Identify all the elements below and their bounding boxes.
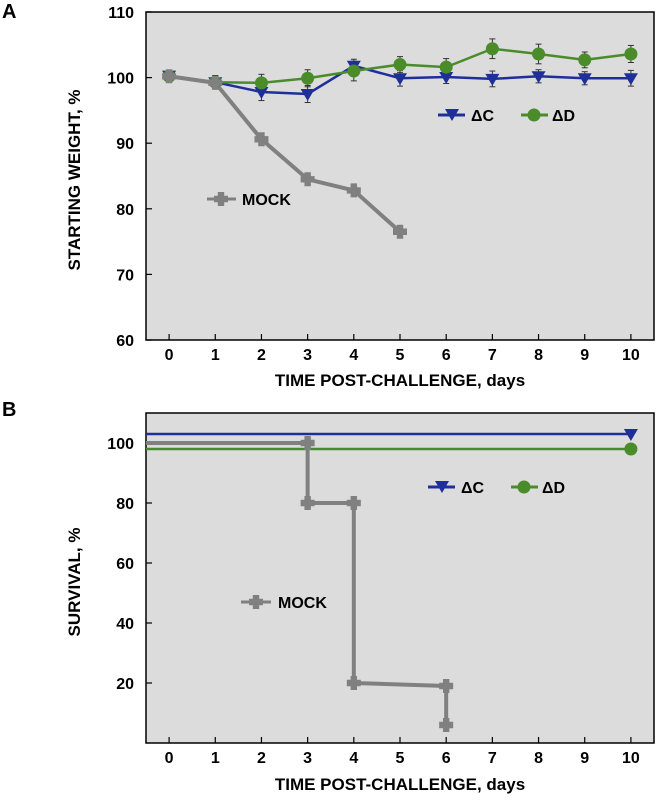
legend-b-dd-label: ΔD [542,480,565,497]
legend-dc-label: ΔC [471,108,495,125]
a-dc-point [300,89,315,101]
a-mock-point-core [256,134,266,144]
a-dc-point [439,71,454,84]
a-mock-point-core [349,185,359,195]
a-x-tick-label: 7 [488,347,497,364]
a-x-tick-label: 6 [442,347,451,364]
a-x-tick-label: 2 [257,347,266,364]
panel-a-label: A [2,1,16,23]
b-x-tick-label: 10 [622,750,640,767]
a-dd-point [532,47,546,61]
panel-a-series [162,38,638,239]
a-x-tick-label: 0 [165,347,174,364]
a-y-tick-label: 80 [116,202,134,219]
a-dc-point [623,73,638,86]
legend-mock-label: MOCK [242,192,291,209]
a-dd-point [624,47,638,61]
a-dd-point [393,57,407,71]
a-y-tick-label: 60 [116,333,134,350]
b-x-tick-label: 4 [349,750,358,767]
panel-b-legend-dc: ΔC [428,480,485,497]
panel-b-series [146,429,638,732]
b-y-tick-label: 20 [116,676,134,693]
legend-dd-circle-icon [527,108,541,122]
b-x-tick-label: 7 [488,750,497,767]
a-mock-point-core [164,71,174,81]
panel-a-legend-dc: ΔC [438,108,495,125]
a-y-tick-label: 100 [107,71,134,88]
a-mock-point-core [303,174,313,184]
a-dd-point [578,53,592,67]
a-mock-point-core [210,78,220,88]
panel-b-legend-mock: MOCK [241,595,327,612]
panel-b-plot-area [145,412,655,744]
b-dc-point [623,429,638,441]
b-x-tick-label: 9 [580,750,589,767]
legend-b-mock-cross-icon-shape-core [251,597,261,607]
b-x-tick-label: 8 [534,750,543,767]
a-dc-point [393,73,407,86]
legend-mock-cross-icon-shape-core [216,194,226,204]
a-mock-point-core [395,227,405,237]
b-mock-point-core [303,498,313,508]
a-x-tick-label: 10 [622,347,640,364]
legend-b-dc-triangle-icon [435,481,449,493]
b-x-tick-label: 6 [442,750,451,767]
b-x-tick-label: 1 [211,750,220,767]
a-y-tick-label: 110 [108,5,134,22]
legend-b-mock-label: MOCK [278,595,327,612]
b-y-tick-label: 60 [116,556,134,573]
b-x-tick-label: 3 [303,750,312,767]
legend-b-dc-label: ΔC [461,480,485,497]
b-x-tick-label: 2 [257,750,266,767]
a-x-tick-label: 3 [303,347,312,364]
panel-b-x-axis-title: TIME POST-CHALLENGE, days [275,775,525,794]
b-x-tick-label: 5 [396,750,405,767]
b-mock-point-core [349,498,359,508]
a-dc-point [485,73,500,86]
b-mock-point-core [441,720,451,730]
legend-mock-cross-icon [214,192,228,206]
panel-a-weight-chart: A STARTING WEIGHT, % TIME POST-CHALLENGE… [2,1,655,390]
panel-b-survival-chart: B SURVIVAL, % TIME POST-CHALLENGE, days … [2,399,655,794]
b-mock-point-core [303,438,313,448]
a-y-tick-label: 70 [116,267,134,284]
legend-dc-triangle-icon [445,109,459,121]
a-dc-point [254,87,269,100]
panel-b-axes: 0 1 2 3 4 5 6 7 8 9 10 20 40 60 80 100 [107,436,640,767]
panel-a-legend-mock: MOCK [207,192,291,209]
b-y-tick-label: 100 [107,436,134,453]
b-mock-point-core [441,681,451,691]
panel-a-legend-dd: ΔD [521,108,575,125]
a-series-mock-line [168,74,402,234]
b-y-tick-label: 80 [116,496,134,513]
a-x-tick-label: 5 [396,347,405,364]
panel-b-y-axis-title: SURVIVAL, % [65,528,84,637]
b-y-tick-label: 40 [116,616,134,633]
panel-b-legend-dd: ΔD [511,480,565,497]
panel-a-axes: 0 1 2 3 4 5 6 7 8 9 10 60 70 80 90 100 110 [107,5,640,364]
panel-a-x-axis-title: TIME POST-CHALLENGE, days [275,371,525,390]
legend-dd-label: ΔD [552,108,575,125]
a-dd-point [254,76,268,90]
a-dc-point [531,71,546,84]
a-x-tick-label: 4 [349,347,358,364]
b-x-tick-label: 0 [165,750,174,767]
legend-b-mock-cross-icon [249,595,263,609]
a-dd-point [347,64,361,78]
b-dd-point [624,442,638,456]
a-dd-point [439,60,453,74]
panel-b-label: B [2,399,16,421]
legend-b-dd-circle-icon [517,480,531,494]
a-x-tick-label: 9 [580,347,589,364]
a-dd-point [485,42,499,56]
a-x-tick-label: 8 [534,347,543,364]
a-x-tick-label: 1 [211,347,220,364]
b-mock-point-core [349,678,359,688]
panel-a-y-axis-title: STARTING WEIGHT, % [65,89,84,270]
a-y-tick-label: 90 [116,136,134,153]
a-dc-point [577,73,592,86]
a-dd-point [301,71,315,85]
